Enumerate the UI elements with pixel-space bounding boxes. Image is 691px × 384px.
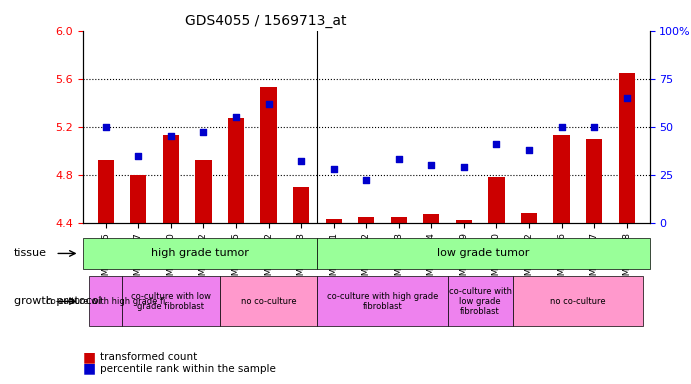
- Bar: [456, 220, 472, 223]
- Bar: [489, 177, 504, 223]
- Text: growth protocol: growth protocol: [14, 296, 102, 306]
- Bar: [618, 73, 635, 223]
- Bar: [228, 118, 244, 223]
- FancyBboxPatch shape: [220, 276, 317, 326]
- FancyBboxPatch shape: [317, 238, 650, 269]
- Bar: [390, 217, 407, 223]
- Text: co-culture with
low grade
fibroblast: co-culture with low grade fibroblast: [448, 286, 512, 316]
- Text: co-culture with high grade
fibroblast: co-culture with high grade fibroblast: [327, 292, 438, 311]
- FancyBboxPatch shape: [513, 276, 643, 326]
- Text: no co-culture: no co-culture: [550, 297, 606, 306]
- Bar: [293, 187, 310, 223]
- Text: co-culture with high grade fi: co-culture with high grade fi: [46, 297, 165, 306]
- FancyBboxPatch shape: [89, 276, 122, 326]
- Bar: [97, 161, 114, 223]
- Text: tissue: tissue: [14, 248, 47, 258]
- Bar: [196, 161, 211, 223]
- Point: [426, 162, 437, 168]
- Bar: [521, 213, 537, 223]
- Point: [328, 166, 339, 172]
- Point: [230, 114, 241, 120]
- Text: no co-culture: no co-culture: [240, 297, 296, 306]
- Point: [263, 101, 274, 107]
- Point: [458, 164, 469, 170]
- Point: [621, 95, 632, 101]
- Point: [589, 124, 600, 130]
- Text: percentile rank within the sample: percentile rank within the sample: [100, 364, 276, 374]
- Bar: [553, 135, 570, 223]
- Point: [100, 124, 111, 130]
- Bar: [423, 214, 439, 223]
- Text: low grade tumor: low grade tumor: [437, 248, 529, 258]
- Bar: [162, 135, 179, 223]
- Point: [165, 133, 176, 139]
- Point: [491, 141, 502, 147]
- Bar: [261, 87, 276, 223]
- Point: [133, 152, 144, 159]
- FancyBboxPatch shape: [83, 238, 317, 269]
- Text: GDS4055 / 1569713_at: GDS4055 / 1569713_at: [185, 14, 346, 28]
- FancyBboxPatch shape: [448, 276, 513, 326]
- Text: co-culture with low
grade fibroblast: co-culture with low grade fibroblast: [131, 292, 211, 311]
- Point: [198, 129, 209, 136]
- Bar: [586, 139, 603, 223]
- Bar: [325, 219, 342, 223]
- Text: transformed count: transformed count: [100, 352, 198, 362]
- Bar: [130, 175, 146, 223]
- Point: [296, 158, 307, 164]
- Point: [556, 124, 567, 130]
- Point: [524, 147, 535, 153]
- FancyBboxPatch shape: [122, 276, 220, 326]
- Text: high grade tumor: high grade tumor: [151, 248, 249, 258]
- Bar: [358, 217, 375, 223]
- Point: [361, 177, 372, 184]
- Text: ■: ■: [83, 350, 96, 364]
- Point: [393, 156, 404, 162]
- Text: ■: ■: [83, 362, 96, 376]
- FancyBboxPatch shape: [317, 276, 448, 326]
